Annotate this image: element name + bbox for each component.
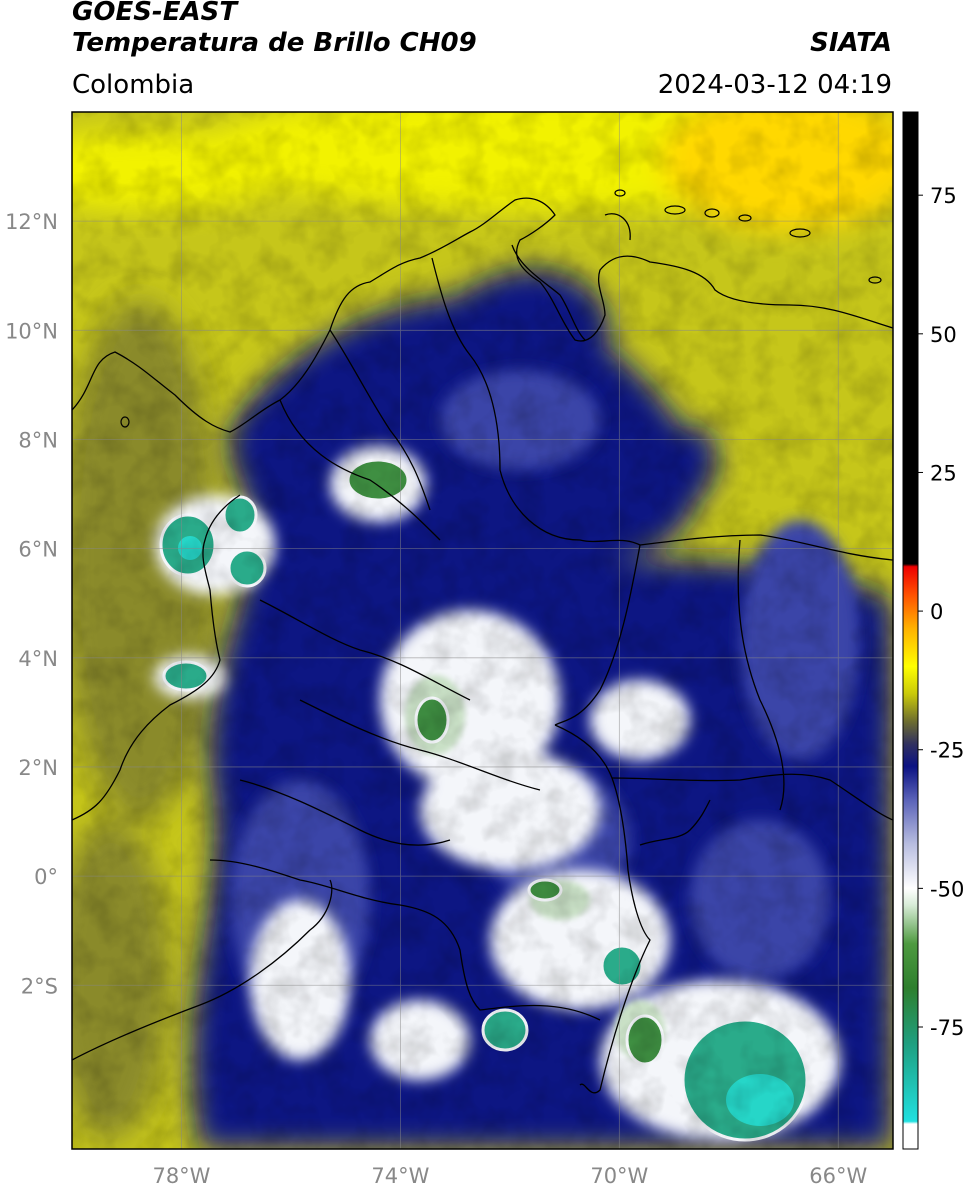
lon-tick-label: 74°W — [371, 1164, 429, 1188]
colorbar-tick-label: 75 — [930, 184, 957, 208]
agency-label: SIATA — [810, 28, 892, 58]
lat-tick-label: 6°N — [18, 538, 58, 562]
lat-tick-label: 8°N — [18, 428, 58, 452]
colorbar-tick-label: 0 — [930, 600, 943, 624]
satellite-title: GOES-EAST — [72, 0, 238, 27]
colorbar-tick-label: -50 — [930, 877, 964, 901]
colombia-border-east — [431, 257, 641, 726]
islands — [120, 189, 882, 428]
lon-tick-label: 70°W — [590, 1164, 648, 1188]
dept-lines-3 — [259, 599, 471, 701]
product-title: Temperatura de Brillo CH09 — [72, 28, 477, 58]
pacific-coast — [72, 494, 241, 821]
dept-lines-4 — [299, 699, 541, 791]
lat-tick-label: 12°N — [5, 210, 58, 234]
lon-tick-label: 66°W — [809, 1164, 867, 1188]
lat-tick-label: 4°N — [18, 647, 58, 671]
lon-tick-label: 78°W — [152, 1164, 210, 1188]
latitude-ticks: 12°N 10°N 8°N 6°N 4°N 2°N 0° 2°S — [5, 210, 58, 998]
dept-lines-2 — [329, 329, 431, 511]
dept-lines-5 — [239, 779, 451, 846]
colorbar-tick-label: -75 — [930, 1016, 964, 1040]
lat-tick-label: 0° — [34, 865, 58, 889]
colorbar-gradient — [903, 112, 918, 1149]
graticule — [72, 112, 893, 1149]
peru-border — [72, 879, 333, 1061]
colorbar-tick-label: 25 — [930, 461, 957, 485]
paraguana — [604, 213, 631, 241]
satellite-image — [72, 112, 893, 1149]
colorbar-frame — [902, 111, 919, 1150]
colorbar-tick-label: 50 — [930, 323, 957, 347]
map-frame — [71, 111, 894, 1150]
image-texture — [72, 112, 893, 1149]
datetime-label: 2024-03-12 04:19 — [657, 70, 892, 100]
coastlines-and-borders — [72, 197, 893, 1094]
colorbar: 75 50 25 0 -25 -50 -75 — [902, 111, 964, 1150]
venezuela-internal-2 — [737, 539, 785, 811]
caribbean-coast — [72, 197, 893, 433]
region-label: Colombia — [72, 70, 195, 100]
venezuela-internal — [639, 534, 893, 561]
colorbar-ticks: 75 50 25 0 -25 -50 -75 — [918, 184, 964, 1040]
brazil-border — [611, 773, 893, 821]
venezuela-gulf — [511, 244, 586, 341]
longitude-ticks: 78°W 74°W 70°W 66°W — [152, 1164, 867, 1188]
colombia-ecuador-border — [209, 859, 601, 1021]
lat-tick-label: 2°N — [18, 756, 58, 780]
brazil-border-2 — [639, 799, 711, 846]
lat-tick-label: 2°S — [21, 974, 58, 998]
colombia-border-south — [554, 724, 651, 1094]
lat-tick-label: 10°N — [5, 319, 58, 343]
colorbar-tick-label: -25 — [930, 739, 964, 763]
dept-lines-1 — [279, 399, 441, 541]
